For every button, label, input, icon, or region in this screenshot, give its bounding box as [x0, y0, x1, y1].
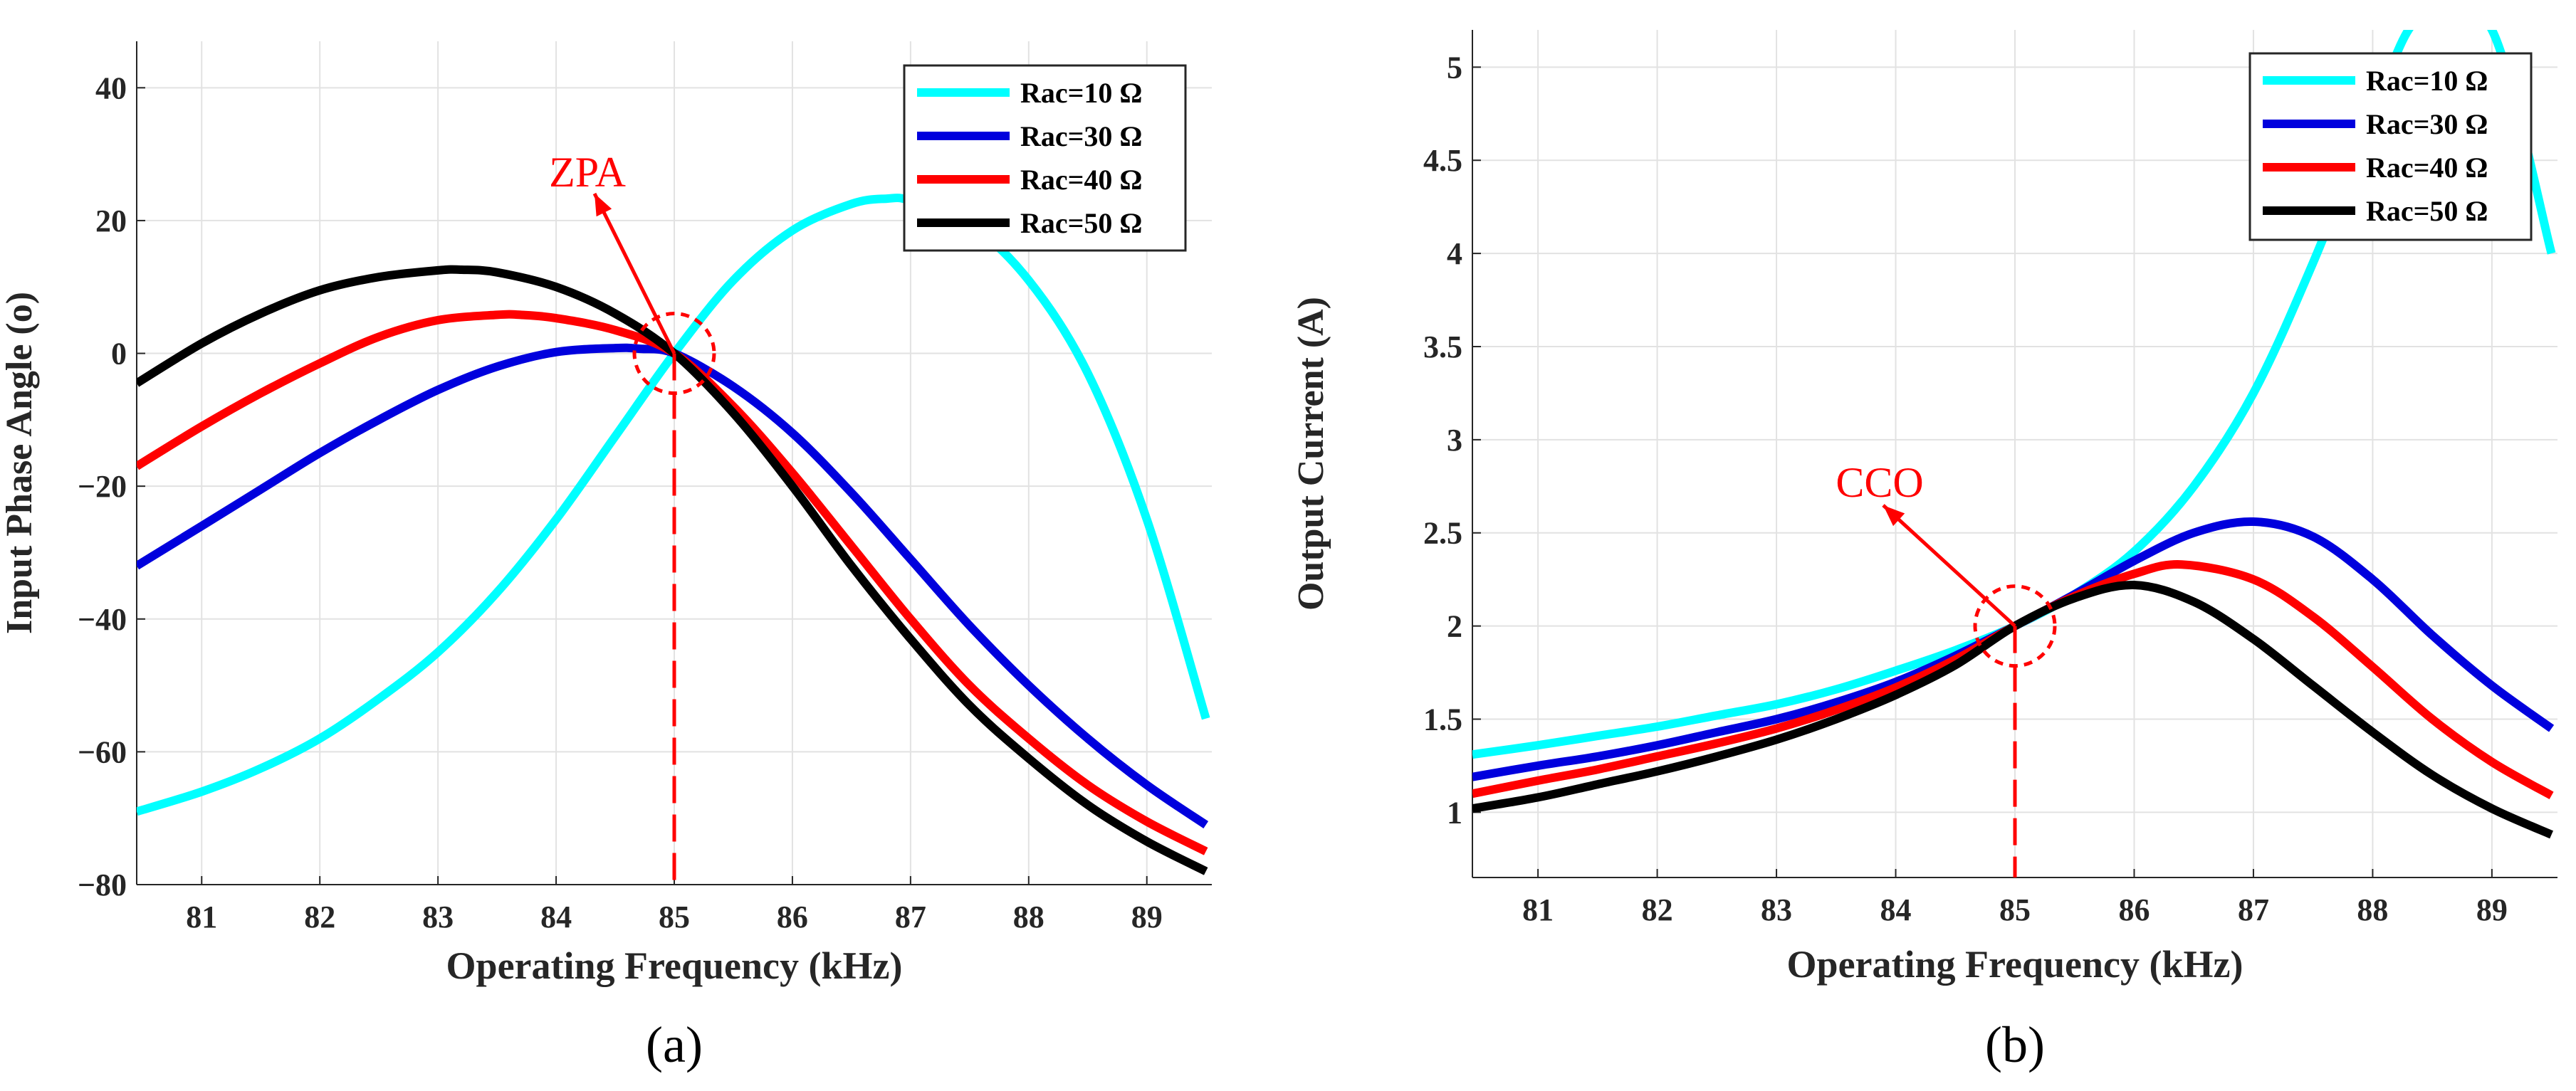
y-tick-label: 1	[1447, 795, 1462, 830]
x-tick-label: 82	[304, 900, 335, 934]
annotation-label: ZPA	[549, 149, 626, 196]
y-tick-label: 5	[1447, 50, 1462, 85]
series-line-rac-10	[137, 194, 1210, 816]
y-tick-label: 3.5	[1423, 330, 1462, 364]
panel-b-output-current-chart: 81 82 83 84 85 86 87 88 89 1 1.5 2 2.5 3 3.5 4 4.5 5 CCO Ra…	[1291, 30, 2557, 1073]
annotation-arrow-head	[1883, 505, 1905, 527]
series-line-rac-30	[1472, 517, 2555, 781]
x-tick-label: 85	[659, 900, 690, 934]
x-tick-label: 87	[2238, 892, 2269, 927]
y-tick-label: 3	[1447, 423, 1462, 458]
annotation-circle	[1973, 584, 2057, 668]
panel-a-input-phase-angle-chart: 81 82 83 84 85 86 87 88 89 −80 −60 −40 −20 0 20 40 ZPA Ra…	[0, 41, 1212, 1073]
y-tick-label: −60	[78, 734, 127, 769]
x-tick-label: 83	[422, 900, 454, 934]
x-tick-label: 86	[2118, 892, 2150, 927]
x-tick-label: 81	[1522, 892, 1554, 927]
x-tick-label: 84	[1880, 892, 1912, 927]
y-tick-label: 4.5	[1423, 143, 1462, 178]
x-tick-label: 84	[540, 900, 572, 934]
series-line-rac-50	[1472, 580, 2554, 839]
y-tick-label: 0	[111, 337, 127, 371]
y-axis-label: Input Phase Angle (o)	[0, 292, 40, 634]
series-group	[1472, 30, 2556, 839]
x-tick-label: 82	[1642, 892, 1673, 927]
panel-label: (b)	[1985, 1016, 2045, 1073]
y-tick-label: −80	[78, 868, 127, 902]
x-tick-label: 85	[1999, 892, 2031, 927]
legend-label-rac-40: Rac=40 Ω	[2366, 152, 2488, 184]
y-tick-label: 1.5	[1423, 702, 1462, 737]
x-tick-label: 89	[1131, 900, 1163, 934]
y-tick-label: −40	[78, 602, 127, 637]
x-tick-label: 86	[777, 900, 808, 934]
annotation-arrow-shaft	[1882, 504, 2016, 628]
y-tick-label: 2	[1447, 609, 1462, 644]
panel-label: (a)	[646, 1016, 703, 1073]
x-tick-label: 83	[1761, 892, 1792, 927]
legend-label-rac-30: Rac=30 Ω	[2366, 108, 2488, 140]
series-group	[137, 194, 1210, 875]
x-tick-label: 88	[2357, 892, 2388, 927]
annotation-circle	[632, 312, 716, 396]
legend-label-rac-10: Rac=10 Ω	[1020, 77, 1142, 109]
x-tick-label: 87	[895, 900, 926, 934]
annotation-arrow-shaft	[592, 192, 676, 354]
y-tick-label: 20	[95, 204, 127, 238]
annotation-label: CCO	[1836, 459, 1923, 506]
legend-label-rac-40: Rac=40 Ω	[1020, 164, 1142, 196]
x-tick-label: 89	[2476, 892, 2508, 927]
x-tick-label: 88	[1013, 900, 1044, 934]
annotation-arrow-head	[595, 194, 612, 217]
legend-label-rac-10: Rac=10 Ω	[2366, 65, 2488, 97]
x-axis-label: Operating Frequency (kHz)	[446, 944, 903, 987]
x-tick-label: 81	[186, 900, 217, 934]
legend-label-rac-50: Rac=50 Ω	[1020, 207, 1142, 239]
y-tick-label: 4	[1447, 236, 1462, 271]
series-line-rac-50	[137, 265, 1208, 875]
legend-label-rac-30: Rac=30 Ω	[1020, 120, 1142, 152]
y-axis-label: Output Current (A)	[1291, 297, 1331, 611]
y-tick-label: 40	[95, 70, 127, 105]
y-tick-label: −20	[78, 469, 127, 504]
y-tick-label: 2.5	[1423, 516, 1462, 551]
legend-label-rac-50: Rac=50 Ω	[2366, 195, 2488, 227]
x-axis-label: Operating Frequency (kHz)	[1787, 943, 2243, 986]
